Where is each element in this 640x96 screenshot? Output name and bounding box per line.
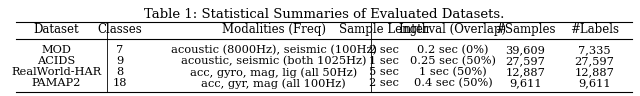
Text: RealWorld-HAR: RealWorld-HAR [12,67,102,77]
Text: 7,335: 7,335 [579,45,611,55]
Text: 27,597: 27,597 [575,56,614,66]
Text: acc, gyr, mag (all 100Hz): acc, gyr, mag (all 100Hz) [201,78,346,89]
Text: Interval (Overlap): Interval (Overlap) [399,23,506,36]
Text: 1 sec: 1 sec [369,56,399,66]
Text: 7: 7 [116,45,123,55]
Text: 8: 8 [116,67,123,77]
Text: 39,609: 39,609 [506,45,545,55]
Text: 0.4 sec (50%): 0.4 sec (50%) [413,78,492,89]
Text: acoustic, seismic (both 1025Hz): acoustic, seismic (both 1025Hz) [181,56,366,66]
Text: 27,597: 27,597 [506,56,545,66]
Text: 2 sec: 2 sec [369,45,399,55]
Text: 9,611: 9,611 [579,78,611,88]
Text: 9,611: 9,611 [509,78,541,88]
Text: MOD: MOD [42,45,72,55]
Text: 2 sec: 2 sec [369,78,399,88]
Text: Dataset: Dataset [34,23,79,36]
Text: PAMAP2: PAMAP2 [32,78,81,88]
Text: Sample Length: Sample Length [339,23,429,36]
Text: 5 sec: 5 sec [369,67,399,77]
Text: #Samples: #Samples [495,23,556,36]
Text: acoustic (8000Hz), seismic (100Hz): acoustic (8000Hz), seismic (100Hz) [171,45,376,55]
Text: ACIDS: ACIDS [37,56,76,66]
Text: 9: 9 [116,56,123,66]
Text: 0.25 sec (50%): 0.25 sec (50%) [410,56,496,66]
Text: 18: 18 [112,78,127,88]
Text: Classes: Classes [97,23,142,36]
Text: Table 1: Statistical Summaries of Evaluated Datasets.: Table 1: Statistical Summaries of Evalua… [144,8,504,21]
Text: 12,887: 12,887 [506,67,545,77]
Text: 0.2 sec (0%): 0.2 sec (0%) [417,45,489,55]
Text: Modalities (Freq): Modalities (Freq) [221,23,326,36]
Text: acc, gyro, mag, lig (all 50Hz): acc, gyro, mag, lig (all 50Hz) [190,67,357,77]
Text: #Labels: #Labels [570,23,619,36]
Text: 12,887: 12,887 [575,67,614,77]
Text: 1 sec (50%): 1 sec (50%) [419,67,487,77]
